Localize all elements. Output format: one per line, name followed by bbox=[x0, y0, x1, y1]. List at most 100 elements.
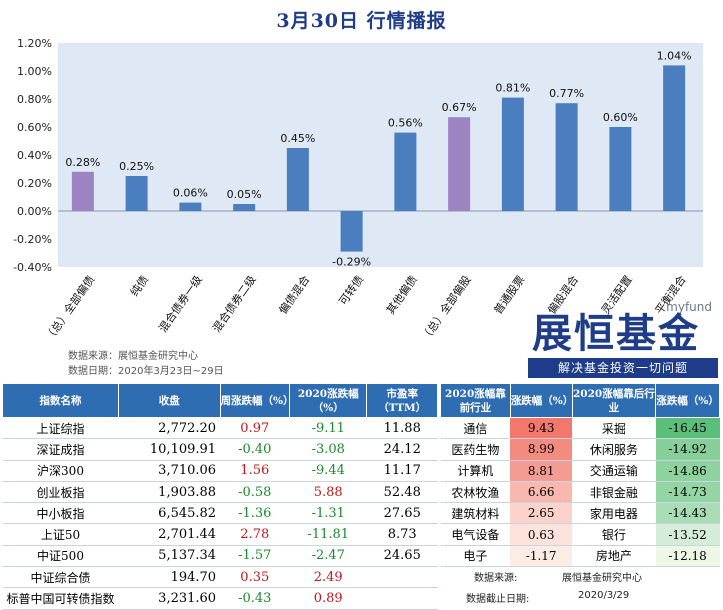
y-tick-label: 0.60% bbox=[17, 121, 52, 134]
index-name: 创业板指 bbox=[2, 481, 119, 504]
table-row: 中证500 5,137.34 -1.57 -2.47 24.65 bbox=[2, 545, 438, 568]
index-close: 3,710.06 bbox=[118, 460, 221, 482]
category-label: （总）全部偏股 bbox=[418, 273, 474, 344]
index-year-change: -2.47 bbox=[289, 545, 367, 568]
index-week-change: 0.97 bbox=[220, 417, 290, 440]
header-top-industry: 2020涨幅靠前行业 bbox=[440, 383, 511, 418]
table-row: 标普中国可转债指数 3,231.60 -0.43 0.89 bbox=[2, 587, 438, 610]
top-industry-name: 计算机 bbox=[440, 460, 511, 482]
table-row: 深证成指 10,109.91 -0.40 -3.08 24.12 bbox=[2, 438, 438, 461]
y-tick-label: 1.00% bbox=[17, 65, 52, 78]
y-tick-label: 0.80% bbox=[17, 93, 52, 106]
industry-table: 2020涨幅靠前行业 涨跌幅（%） 2020涨幅靠后行业 涨跌幅（%） 通信 9.… bbox=[440, 383, 720, 568]
bottom-industry-name: 家用电器 bbox=[572, 502, 656, 525]
index-name: 中证综合债 bbox=[2, 566, 119, 589]
header-week-change: 周涨跌幅（%） bbox=[219, 383, 294, 418]
category-label: 混合债券二级 bbox=[209, 273, 258, 335]
data-label: 0.77% bbox=[549, 87, 584, 100]
date-note: 数据日期：2020年3月23日~29日 bbox=[68, 366, 224, 377]
top-industry-name: 建筑材料 bbox=[440, 502, 511, 525]
data-label: 0.81% bbox=[495, 82, 530, 95]
header-close: 收盘 bbox=[118, 383, 221, 418]
index-close: 194.70 bbox=[118, 566, 221, 589]
index-week-change: -1.36 bbox=[220, 502, 290, 525]
table-row: 上证50 2,701.44 2.78 -11.81 8.73 bbox=[2, 523, 438, 546]
data-label: 1.04% bbox=[657, 49, 692, 62]
index-name: 中小板指 bbox=[2, 502, 119, 525]
bottom-industry-change: -12.18 bbox=[655, 545, 720, 568]
bar bbox=[394, 132, 417, 211]
category-label: 混合债券一级 bbox=[156, 273, 205, 335]
index-close: 6,545.82 bbox=[118, 502, 221, 525]
table-row: 中证综合债 194.70 0.35 2.49 bbox=[2, 566, 438, 589]
bottom-industry-change: -14.86 bbox=[655, 460, 720, 482]
header-index-name: 指数名称 bbox=[1, 383, 120, 418]
index-pe: 52.48 bbox=[366, 481, 438, 504]
index-week-change: -1.57 bbox=[220, 545, 290, 568]
bar bbox=[663, 65, 686, 212]
footer-date-label: 数据截止日期: bbox=[466, 594, 530, 605]
index-table: 指数名称 收盘 周涨跌幅（%） 2020涨跌幅（%） 市盈率（TTM） 上证综指… bbox=[1, 383, 438, 610]
top-industry-change: -1.17 bbox=[510, 545, 573, 568]
logo-myfund: myfund bbox=[666, 300, 712, 314]
index-name: 中证500 bbox=[2, 545, 119, 568]
bar bbox=[286, 148, 309, 211]
category-label: 普通股票 bbox=[491, 273, 528, 317]
data-label: 0.45% bbox=[280, 132, 315, 145]
index-close: 5,137.34 bbox=[118, 545, 221, 568]
index-year-change: -1.31 bbox=[289, 502, 367, 525]
index-year-change: 5.88 bbox=[289, 481, 367, 504]
index-close: 2,701.44 bbox=[118, 523, 221, 546]
top-industry-change: 8.81 bbox=[510, 460, 573, 482]
bottom-industry-change: -16.45 bbox=[655, 417, 720, 440]
bottom-industry-change: -14.92 bbox=[655, 438, 720, 461]
index-pe: 11.88 bbox=[366, 417, 438, 440]
table-row: 电子 -1.17 房地产 -12.18 bbox=[440, 545, 720, 568]
y-tick-label: -0.20% bbox=[13, 233, 52, 246]
data-label: 0.28% bbox=[65, 156, 100, 169]
table-row: 创业板指 1,903.88 -0.58 5.88 52.48 bbox=[2, 481, 438, 504]
table-row: 上证综指 2,772.20 0.97 -9.11 11.88 bbox=[2, 417, 438, 440]
index-week-change: 1.56 bbox=[220, 460, 290, 482]
index-pe: 27.65 bbox=[366, 502, 438, 525]
data-label: -0.29% bbox=[332, 256, 371, 269]
index-year-change: -9.44 bbox=[289, 460, 367, 482]
footer-source-value: 展恒基金研究中心 bbox=[562, 573, 642, 584]
index-year-change: -9.11 bbox=[289, 417, 367, 440]
index-week-change: -0.43 bbox=[220, 587, 290, 610]
index-year-change: -3.08 bbox=[289, 438, 367, 461]
bottom-industry-change: -14.43 bbox=[655, 502, 720, 525]
table-row: 农林牧渔 6.66 非银金融 -14.73 bbox=[440, 481, 720, 504]
bar bbox=[555, 103, 578, 211]
data-label: 0.05% bbox=[227, 188, 262, 201]
bottom-industry-name: 非银金融 bbox=[572, 481, 656, 504]
index-pe bbox=[366, 566, 438, 589]
bar bbox=[448, 117, 471, 211]
index-close: 3,231.60 bbox=[118, 587, 221, 610]
bar bbox=[340, 211, 363, 252]
source-note: 数据来源：展恒基金研究中心 bbox=[68, 351, 198, 362]
bottom-industry-name: 房地产 bbox=[572, 545, 656, 568]
category-label: （总）全部偏债 bbox=[42, 273, 98, 344]
brand-logo: myfund 展恒基金 解决基金投资一切问题 bbox=[528, 300, 718, 380]
table-row: 建筑材料 2.65 家用电器 -14.43 bbox=[440, 502, 720, 525]
category-label: 可转债 bbox=[336, 273, 366, 308]
index-year-change: 2.49 bbox=[289, 566, 367, 589]
top-industry-name: 医药生物 bbox=[440, 438, 511, 461]
y-tick-label: 0.00% bbox=[17, 205, 52, 218]
bottom-industry-change: -13.52 bbox=[655, 523, 720, 546]
header-pe: 市盈率（TTM） bbox=[366, 383, 438, 418]
y-tick-label: 0.40% bbox=[17, 149, 52, 162]
index-pe: 11.17 bbox=[366, 460, 438, 482]
footer-source-label: 数据来源: bbox=[474, 573, 518, 584]
category-label: 纯债 bbox=[127, 273, 151, 299]
index-close: 10,109.91 bbox=[118, 438, 221, 461]
bar bbox=[71, 171, 94, 211]
index-year-change: -11.81 bbox=[289, 523, 367, 546]
category-label: 偏债混合 bbox=[276, 273, 313, 317]
y-tick-label: 1.20% bbox=[17, 37, 52, 50]
top-industry-name: 通信 bbox=[440, 417, 511, 440]
index-close: 2,772.20 bbox=[118, 417, 221, 440]
table-row: 沪深300 3,710.06 1.56 -9.44 11.17 bbox=[2, 460, 438, 482]
table-row: 通信 9.43 采掘 -16.45 bbox=[440, 417, 720, 440]
